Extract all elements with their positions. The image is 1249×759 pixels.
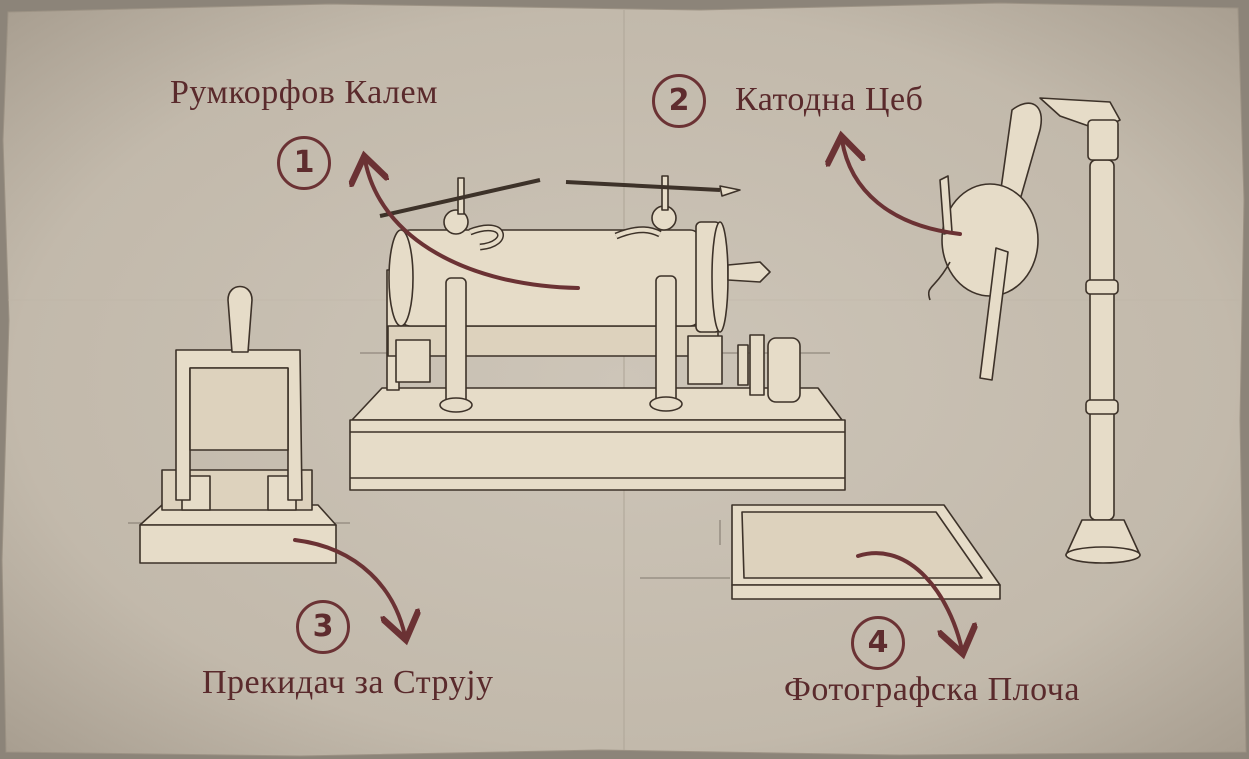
cathode-tube-drawing: [928, 97, 1141, 564]
number-badge-2: 2: [652, 74, 706, 128]
label-current-switch: Прекидач за Струју: [202, 664, 494, 701]
arrow-to-coil-label: [365, 160, 580, 290]
pointer-arrows: [293, 140, 962, 650]
label-ruhmkorff-coil: Румкорфов Калем: [170, 74, 439, 111]
number-badge-3: 3: [296, 600, 350, 654]
switch-drawing: [128, 285, 350, 564]
number-badge-4: 4: [851, 616, 905, 670]
arrow-to-plate-label: [856, 551, 962, 650]
label-photographic-plate: Фотографска Плоча: [784, 671, 1080, 708]
plate-drawing: [640, 504, 1001, 600]
arrow-to-switch-label: [293, 538, 405, 636]
ruhmkorff-coil-drawing: [349, 175, 846, 491]
number-badge-1: 1: [277, 136, 331, 190]
arrow-to-tube-label: [842, 140, 962, 236]
label-cathode-tube: Катодна Цеб: [735, 81, 924, 118]
